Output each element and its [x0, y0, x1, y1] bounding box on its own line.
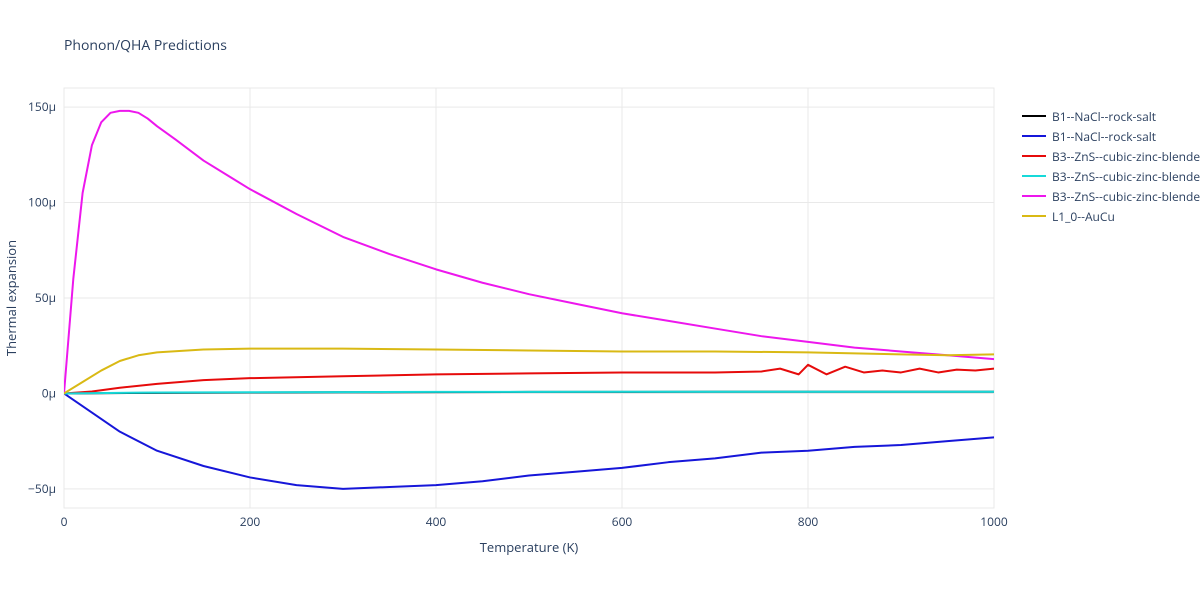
x-tick-label: 200 [240, 513, 261, 530]
legend-label: L1_0--AuCu [1052, 208, 1115, 225]
series-line [64, 393, 994, 488]
y-tick-label: 150μ [28, 98, 56, 115]
legend-item[interactable]: B3--ZnS--cubic-zinc-blende [1022, 166, 1200, 186]
legend-item[interactable]: B3--ZnS--cubic-zinc-blende [1022, 146, 1200, 166]
legend-item[interactable]: B1--NaCl--rock-salt [1022, 106, 1200, 126]
legend-label: B1--NaCl--rock-salt [1052, 108, 1156, 125]
legend: B1--NaCl--rock-salt B1--NaCl--rock-salt B3… [1022, 106, 1200, 226]
legend-label: B3--ZnS--cubic-zinc-blende [1052, 148, 1200, 165]
y-tick-label: −50μ [28, 480, 56, 497]
y-tick-label: 0μ [42, 384, 56, 401]
x-axis-label: Temperature (K) [480, 538, 579, 556]
legend-swatch [1022, 215, 1046, 217]
legend-item[interactable]: B3--ZnS--cubic-zinc-blende [1022, 186, 1200, 206]
legend-swatch [1022, 115, 1046, 117]
legend-label: B3--ZnS--cubic-zinc-blende [1052, 168, 1200, 185]
x-tick-label: 400 [426, 513, 447, 530]
y-axis-label: Thermal expansion [2, 240, 20, 356]
y-tick-label: 50μ [35, 289, 56, 306]
x-tick-label: 800 [798, 513, 819, 530]
legend-swatch [1022, 135, 1046, 137]
legend-label: B3--ZnS--cubic-zinc-blende [1052, 188, 1200, 205]
legend-label: B1--NaCl--rock-salt [1052, 128, 1156, 145]
legend-swatch [1022, 195, 1046, 197]
chart-plot: 0 200 400 600 800 1000 −50μ 0μ 50μ 100μ 150μ Temper… [0, 0, 1200, 600]
series-line [64, 349, 994, 394]
legend-swatch [1022, 155, 1046, 157]
x-tick-label: 600 [612, 513, 633, 530]
x-tick-label: 0 [61, 513, 68, 530]
legend-item[interactable]: L1_0--AuCu [1022, 206, 1200, 226]
y-tick-label: 100μ [28, 194, 56, 211]
legend-swatch [1022, 175, 1046, 177]
series-line [64, 365, 994, 394]
x-tick-label: 1000 [980, 513, 1008, 530]
legend-item[interactable]: B1--NaCl--rock-salt [1022, 126, 1200, 146]
